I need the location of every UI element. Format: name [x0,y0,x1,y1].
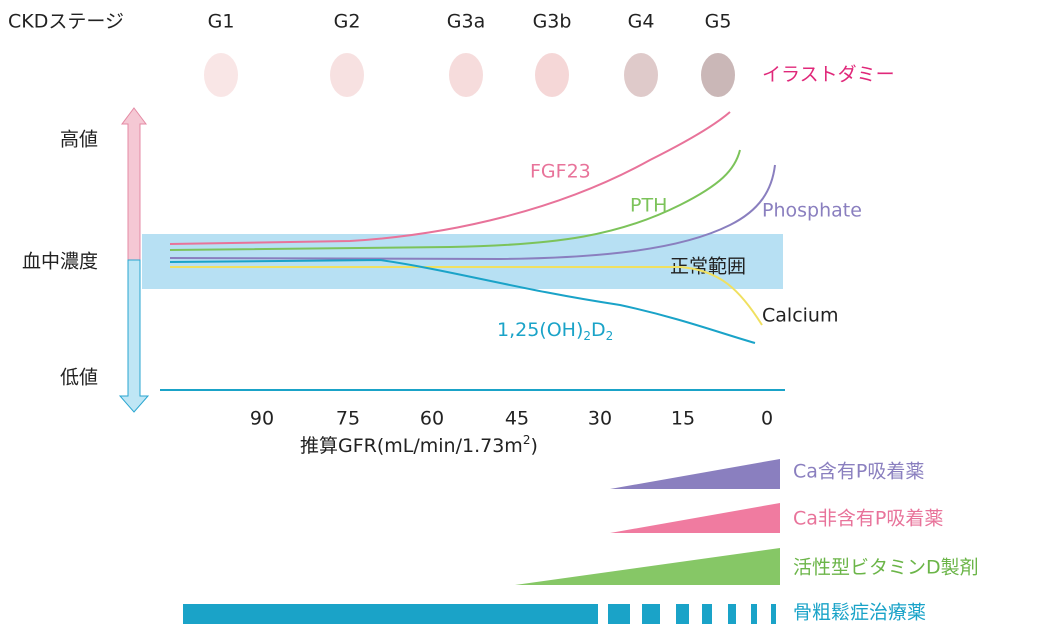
x-tick-label: 15 [671,408,695,430]
treatment-wedge [610,503,780,533]
kidney [204,53,238,97]
x-tick-label: 30 [588,408,612,430]
stage-header-label: CKDステージ [8,11,124,33]
treatment-label: 活性型ビタミンD製剤 [793,557,979,579]
bar-dash [751,604,757,624]
diagram: CKDステージ G1 G2 G3a G3b G4 G5 イラストダミー 高値 血中濃度 低… [0,0,1041,625]
label-sub: 2 [606,329,614,343]
stage-label: G2 [334,11,361,33]
label-sup: 2 [523,433,531,447]
kidney-icons [204,53,735,97]
x-tick-label: 60 [420,408,444,430]
label-part: 推算GFR(mL/min/1.73m [300,435,523,457]
bar-dash [676,604,689,624]
label-calcium: Calcium [762,305,838,327]
x-axis-label: 推算GFR(mL/min/1.73m2) [300,433,538,457]
x-tick-label: 90 [250,408,274,430]
x-tick-label: 45 [505,408,529,430]
y-label-mid: 血中濃度 [22,251,98,273]
stage-label: G4 [628,11,655,33]
curves [170,112,775,343]
page: CKDステージ G1 G2 G3a G3b G4 G5 イラストダミー 高値 血中濃度 低… [0,0,1041,629]
treatment-wedge [610,459,780,489]
stage-label: G3b [533,11,572,33]
treatment-bar [183,604,776,624]
x-tick-label: 0 [761,408,773,430]
bar-dash [642,604,660,624]
stages: G1 G2 G3a G3b G4 G5 [208,11,732,33]
label-part: 1,25(OH) [497,319,583,341]
stage-label: G5 [705,11,732,33]
bar-dash [728,604,736,624]
y-label-high: 高値 [60,129,98,151]
label-fgf23: FGF23 [530,161,591,183]
treatment-label: 骨粗鬆症治療薬 [793,602,926,624]
kidney [624,53,658,97]
bar-solid [183,604,598,624]
x-tick-label: 75 [336,408,360,430]
bar-dash [771,604,776,624]
x-ticks: 90 75 60 45 30 15 0 [250,408,773,430]
y-label-low: 低値 [60,367,98,389]
kidney [535,53,569,97]
treatment-wedge [515,548,780,585]
label-phosphate: Phosphate [762,200,862,222]
kidney [330,53,364,97]
treatment-label: Ca非含有P吸着薬 [793,508,943,530]
watermark: イラストダミー [762,64,895,86]
label-vitd: 1,25(OH)2D2 [497,319,613,343]
label-sub: 2 [583,329,591,343]
stage-label: G3a [447,11,485,33]
label-part: D [591,319,606,341]
curve-fgf23 [170,112,730,244]
kidney [701,53,735,97]
stage-label: G1 [208,11,235,33]
label-part: ) [530,435,537,457]
treatment-label: Ca含有P吸着薬 [793,461,924,483]
kidney [449,53,483,97]
label-pth: PTH [630,195,667,217]
bar-dash [608,604,630,624]
bar-dash [702,604,712,624]
